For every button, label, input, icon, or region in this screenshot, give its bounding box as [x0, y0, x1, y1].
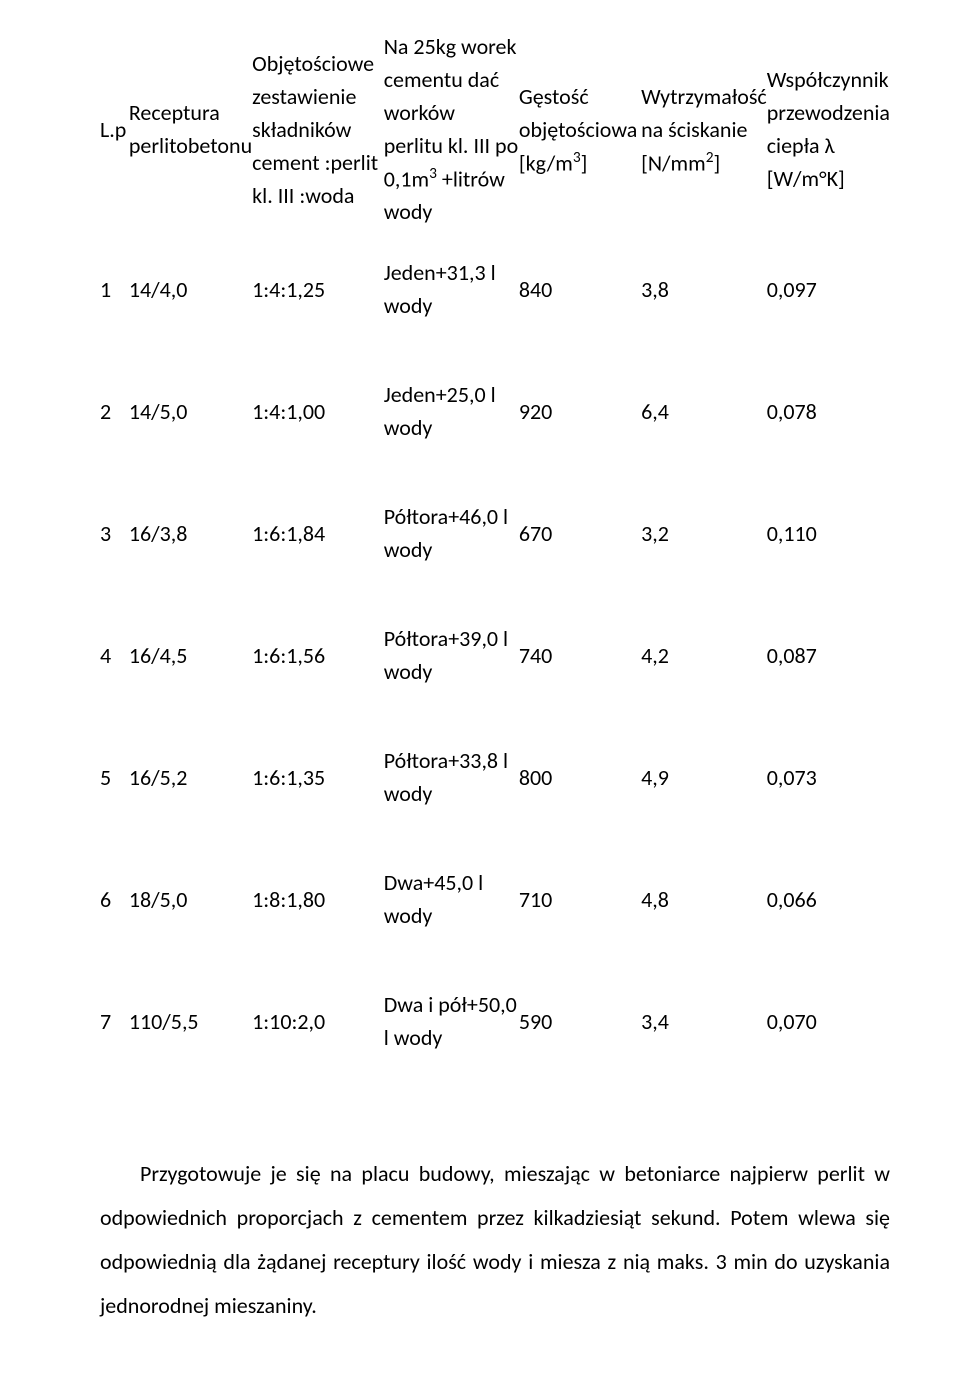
header-gestosc-sup: 3: [573, 148, 581, 167]
cell-lp: 5: [100, 716, 129, 838]
cell-rec: 110/5,5: [129, 960, 252, 1082]
cell-lp: 6: [100, 838, 129, 960]
description-paragraph: Przygotowuje je się na placu budowy, mie…: [100, 1152, 890, 1328]
cell-na: Półtora+39,0 l wody: [384, 594, 519, 716]
cell-rec: 18/5,0: [129, 838, 252, 960]
header-wytrzymalosc-text: Wytrzymałość na ściskanie [N/mm: [641, 83, 767, 176]
cell-lp: 1: [100, 228, 129, 350]
table-row: 6 18/5,0 1:8:1,80 Dwa+45,0 l wody 710 4,…: [100, 838, 890, 960]
cell-zes: 1:10:2,0: [252, 960, 384, 1082]
header-na25kg: Na 25kg worek cementu dać worków perlitu…: [384, 30, 519, 228]
cell-zes: 1:4:1,25: [252, 228, 384, 350]
header-receptura: Receptura perlitobetonu: [129, 30, 252, 228]
header-gestosc-end: ]: [581, 149, 588, 176]
table-row: 3 16/3,8 1:6:1,84 Półtora+46,0 l wody 67…: [100, 472, 890, 594]
cell-rec: 14/5,0: [129, 350, 252, 472]
cell-zes: 1:4:1,00: [252, 350, 384, 472]
cell-na: Jeden+25,0 l wody: [384, 350, 519, 472]
cell-rec: 14/4,0: [129, 228, 252, 350]
cell-wyt: 3,2: [641, 472, 767, 594]
cell-ges: 670: [519, 472, 641, 594]
cell-ges: 840: [519, 228, 641, 350]
cell-wyt: 4,2: [641, 594, 767, 716]
header-wytrzymalosc-end: ]: [714, 149, 721, 176]
cell-ges: 800: [519, 716, 641, 838]
table-header: L.p Receptura perlitobetonu Objętościowe…: [100, 30, 890, 228]
header-gestosc: Gęstość objętościowa [kg/m3]: [519, 30, 641, 228]
cell-na: Jeden+31,3 l wody: [384, 228, 519, 350]
cell-lp: 7: [100, 960, 129, 1082]
cell-na: Dwa+45,0 l wody: [384, 838, 519, 960]
cell-wsp: 0,066: [767, 838, 890, 960]
cell-ges: 740: [519, 594, 641, 716]
table-row: 7 110/5,5 1:10:2,0 Dwa i pół+50,0 l wody…: [100, 960, 890, 1082]
table-row: 2 14/5,0 1:4:1,00 Jeden+25,0 l wody 920 …: [100, 350, 890, 472]
table-row: 1 14/4,0 1:4:1,25 Jeden+31,3 l wody 840 …: [100, 228, 890, 350]
cell-wsp: 0,097: [767, 228, 890, 350]
cell-lp: 3: [100, 472, 129, 594]
cell-zes: 1:8:1,80: [252, 838, 384, 960]
cell-wyt: 3,8: [641, 228, 767, 350]
header-wytrzymalosc: Wytrzymałość na ściskanie [N/mm2]: [641, 30, 767, 228]
header-zestawienie: Objętościowe zestawienie składników ceme…: [252, 30, 384, 228]
table-row: 5 16/5,2 1:6:1,35 Półtora+33,8 l wody 80…: [100, 716, 890, 838]
cell-zes: 1:6:1,35: [252, 716, 384, 838]
cell-wyt: 3,4: [641, 960, 767, 1082]
cell-wyt: 4,9: [641, 716, 767, 838]
table-row: 4 16/4,5 1:6:1,56 Półtora+39,0 l wody 74…: [100, 594, 890, 716]
cell-rec: 16/3,8: [129, 472, 252, 594]
cell-rec: 16/4,5: [129, 594, 252, 716]
header-wytrzymalosc-sup: 2: [706, 148, 714, 167]
header-wspolczynnik: Współczynnik przewodzenia ciepła λ [W/m°…: [767, 30, 890, 228]
cell-wsp: 0,087: [767, 594, 890, 716]
cell-wsp: 0,070: [767, 960, 890, 1082]
cell-wsp: 0,110: [767, 472, 890, 594]
cell-rec: 16/5,2: [129, 716, 252, 838]
cell-zes: 1:6:1,56: [252, 594, 384, 716]
data-table: L.p Receptura perlitobetonu Objętościowe…: [100, 30, 890, 1082]
cell-ges: 590: [519, 960, 641, 1082]
cell-wsp: 0,078: [767, 350, 890, 472]
cell-lp: 4: [100, 594, 129, 716]
cell-na: Dwa i pół+50,0 l wody: [384, 960, 519, 1082]
cell-na: Półtora+46,0 l wody: [384, 472, 519, 594]
cell-na: Półtora+33,8 l wody: [384, 716, 519, 838]
cell-wyt: 4,8: [641, 838, 767, 960]
header-lp: L.p: [100, 30, 129, 228]
cell-ges: 920: [519, 350, 641, 472]
cell-wsp: 0,073: [767, 716, 890, 838]
cell-zes: 1:6:1,84: [252, 472, 384, 594]
header-na25kg-sup: 3: [429, 164, 437, 183]
cell-lp: 2: [100, 350, 129, 472]
cell-ges: 710: [519, 838, 641, 960]
cell-wyt: 6,4: [641, 350, 767, 472]
